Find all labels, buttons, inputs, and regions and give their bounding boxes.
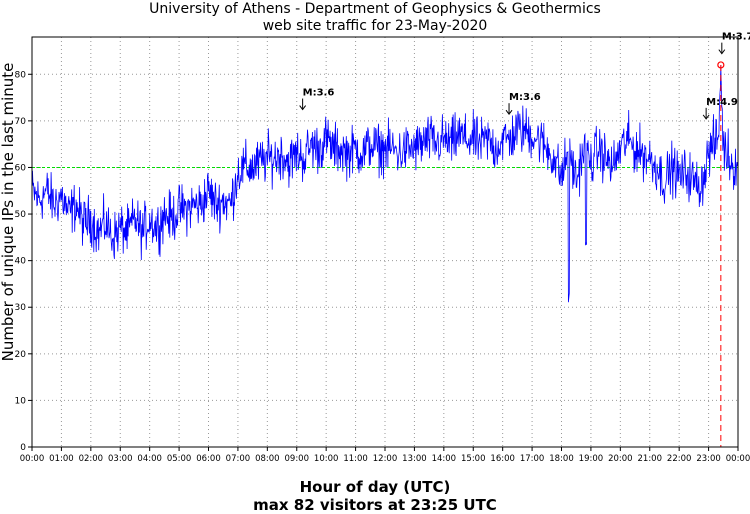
annotation-arrowhead	[718, 49, 726, 55]
y-tick-label: 70	[15, 117, 27, 127]
x-tick-label: 08:00	[255, 454, 280, 464]
y-tick-label: 80	[15, 70, 27, 80]
x-tick-label: 11:00	[343, 454, 368, 464]
x-tick-label: 19:00	[579, 454, 604, 464]
y-tick-label: 50	[15, 210, 27, 220]
x-tick-label: 16:00	[490, 454, 515, 464]
max-marker-circle	[717, 61, 725, 69]
chart-title: University of Athens - Department of Geo…	[149, 1, 601, 17]
plot-frame	[31, 36, 739, 448]
x-tick-label: 06:00	[196, 454, 221, 464]
x-tick-label: 23:00	[696, 454, 721, 464]
x-tick-label: 00:00	[20, 454, 45, 464]
x-tick-label: 13:00	[402, 454, 427, 464]
y-tick-label: 40	[15, 257, 27, 267]
y-tick-label: 60	[15, 163, 27, 173]
x-tick-label: 09:00	[285, 454, 310, 464]
max-visitors-note: max 82 visitors at 23:25 UTC	[253, 496, 497, 514]
x-axis-label: Hour of day (UTC)	[299, 478, 451, 496]
y-tick-label: 10	[15, 396, 27, 406]
x-tick-label: 18:00	[549, 454, 574, 464]
x-tick-label: 02:00	[79, 454, 104, 464]
x-tick-label: 15:00	[461, 454, 486, 464]
x-tick-label: 04:00	[137, 454, 162, 464]
chart-subtitle: web site traffic for 23-May-2020	[262, 18, 488, 34]
x-tick-label: 01:00	[49, 454, 74, 464]
y-tick-label: 30	[15, 303, 27, 313]
x-tick-label: 05:00	[167, 454, 192, 464]
x-tick-label: 20:00	[608, 454, 633, 464]
annotation-label: M:3.6	[509, 92, 541, 103]
x-tick-label: 14:00	[432, 454, 457, 464]
y-tick-label: 20	[15, 350, 27, 360]
x-tick-label: 17:00	[520, 454, 545, 464]
x-tick-label: 12:00	[373, 454, 398, 464]
x-tick-label: 03:00	[108, 454, 133, 464]
traffic-line	[31, 64, 738, 303]
annotation-label: M:3.6	[303, 88, 335, 99]
x-tick-label: 21:00	[638, 454, 663, 464]
x-tick-label: 10:00	[314, 454, 339, 464]
x-tick-label: 22:00	[667, 454, 692, 464]
x-tick-label: 07:00	[226, 454, 251, 464]
annotation-label: M:4.9	[706, 97, 738, 108]
x-tick-label: 00:00	[726, 454, 750, 464]
annotation-arrowhead	[299, 105, 307, 111]
annotation-arrowhead	[505, 109, 513, 116]
y-tick-label: 0	[20, 443, 26, 453]
traffic-chart: 00:00 01:00 02:00 03:00 04:00 05:00 06:00 07:00…	[15, 32, 750, 464]
annotation-arrowhead	[702, 114, 710, 120]
